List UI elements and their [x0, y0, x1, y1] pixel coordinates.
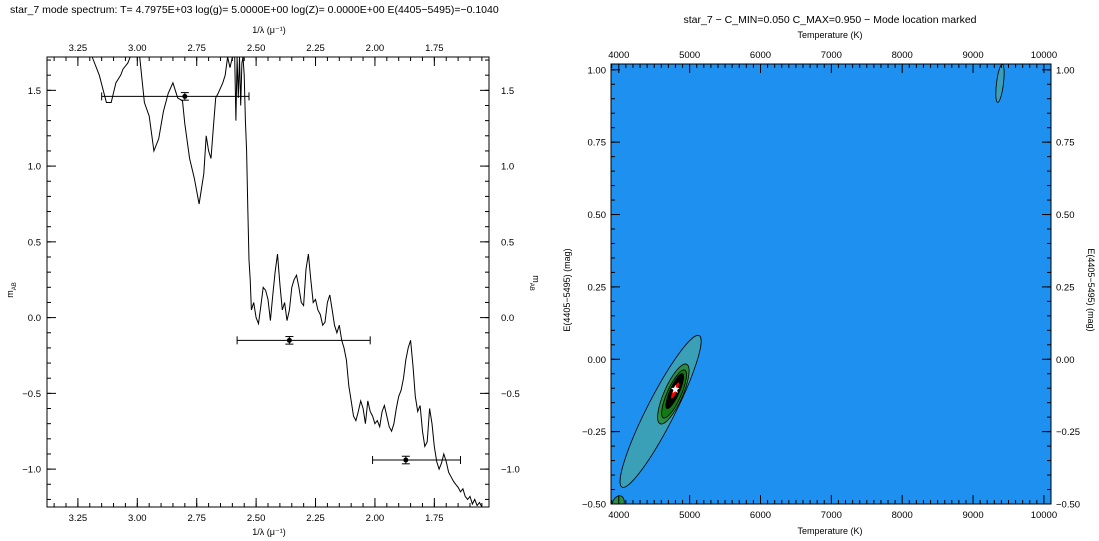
y-tick-label-left: 1.00: [588, 65, 607, 76]
x-tick-label-bottom: 3.25: [69, 513, 88, 524]
spectrum-chart: star_7 mode spectrum: T= 4.7975E+03 log(…: [5, 4, 541, 537]
y-tick-label-right: 0.0: [501, 313, 514, 324]
spectrum-series: [91, 56, 483, 508]
x-tick-label-bottom: 7000: [821, 510, 842, 521]
y-axis-label-left-text: E(4405−5495) (mag): [562, 248, 572, 331]
y-tick-label-left: 0.50: [588, 210, 607, 221]
data-point: [182, 93, 188, 99]
x-tick-label-bottom: 3.00: [128, 513, 147, 524]
y-tick-label-right: 0.5: [501, 237, 514, 248]
contour-level-2: [611, 495, 625, 504]
y-tick-label-right: −0.5: [501, 389, 520, 400]
x-tick-label-top: 3.00: [128, 43, 147, 54]
y-tick-label-left: −1.0: [22, 465, 41, 476]
y-tick-label-right: 0.75: [1056, 138, 1075, 149]
y-tick-label-left: 0.75: [588, 138, 607, 149]
y-tick-labels-left: −0.50 −0.25 0.00 0.25 0.50 0.75 1.00: [582, 65, 606, 510]
photometry-point: [236, 336, 371, 345]
y-tick-label-left: 0.0: [28, 313, 41, 324]
y-axis-label-right-text: E(4405−5495) (mag): [1086, 248, 1096, 331]
y-axis-label-right: E(4405−5495) (mag): [1086, 248, 1096, 331]
chart-title: star_7 − C_MIN=0.050 C_MAX=0.950 − Mode …: [684, 14, 977, 26]
x-axis-label-top: Temperature (K): [797, 30, 862, 40]
svg-text:mAB: mAB: [528, 275, 541, 291]
x-tick-label-top: 7000: [821, 50, 842, 61]
x-tick-label-bottom: 10000: [1031, 510, 1057, 521]
y-tick-label-right: 0.50: [1056, 210, 1075, 221]
x-tick-label-top: 5000: [679, 50, 700, 61]
y-axis-label-left-sub: AB: [12, 282, 18, 290]
y-axis-label-left-main: m: [5, 290, 15, 298]
data-point: [286, 337, 292, 343]
x-tick-label-top: 1.75: [425, 43, 444, 54]
x-tick-label-top: 10000: [1031, 50, 1057, 61]
plot-frame: [610, 63, 1052, 505]
x-tick-label-top: 2.25: [306, 43, 325, 54]
tick-marks: [47, 57, 489, 507]
x-tick-label-bottom: 8000: [892, 510, 913, 521]
y-tick-labels-left: −1.0 −0.5 0.0 0.5 1.0 1.5: [22, 86, 41, 476]
x-tick-label-bottom: 2.50: [247, 513, 266, 524]
y-tick-label-left: 0.5: [28, 237, 41, 248]
x-tick-label-bottom: 6000: [750, 510, 771, 521]
y-tick-label-right: 1.00: [1056, 65, 1075, 76]
y-tick-label-right: 1.5: [501, 86, 514, 97]
spectrum-line: [91, 56, 483, 508]
y-axis-label-right-main: m: [531, 275, 541, 283]
x-tick-labels-bottom: 4000 5000 6000 7000 8000 9000 10000: [608, 510, 1057, 521]
mode-star-icon: [671, 384, 680, 393]
x-tick-labels-bottom: 3.25 3.00 2.75 2.50 2.25 2.00 1.75: [69, 513, 444, 524]
plot-frame: [46, 56, 490, 508]
y-tick-label-left: −0.5: [22, 389, 41, 400]
x-tick-label-top: 8000: [892, 50, 913, 61]
x-tick-label-bottom: 2.00: [366, 513, 385, 524]
x-tick-label-bottom: 2.25: [306, 513, 325, 524]
chart-title: star_7 mode spectrum: T= 4.7975E+03 log(…: [10, 4, 499, 16]
x-axis-label-bottom: Temperature (K): [797, 526, 862, 536]
y-tick-label-left: 0.00: [588, 355, 607, 366]
x-tick-label-top: 4000: [608, 50, 629, 61]
likelihood-map-chart: star_7 − C_MIN=0.050 C_MAX=0.950 − Mode …: [562, 14, 1096, 536]
photometry-point: [372, 455, 461, 465]
y-axis-label-left: E(4405−5495) (mag): [562, 248, 572, 331]
data-point: [403, 457, 409, 463]
y-tick-label-right: −0.50: [1056, 500, 1080, 511]
y-tick-label-right: 1.0: [501, 162, 514, 173]
y-tick-label-left: −0.25: [582, 427, 606, 438]
y-tick-label-left: 1.5: [28, 86, 41, 97]
x-tick-label-top: 2.00: [366, 43, 385, 54]
y-tick-label-left: 0.25: [588, 282, 607, 293]
y-tick-label-right: 0.25: [1056, 282, 1075, 293]
photometry-points: [101, 92, 461, 465]
x-tick-label-bottom: 2.75: [187, 513, 206, 524]
y-tick-label-right: −1.0: [501, 465, 520, 476]
y-tick-label-right: −0.25: [1056, 427, 1080, 438]
x-axis-label-bottom: 1/λ (μ⁻¹): [252, 527, 285, 537]
x-tick-label-top: 9000: [962, 50, 983, 61]
y-axis-label-left: mAB: [5, 282, 18, 298]
x-tick-label-bottom: 4000: [608, 510, 629, 521]
x-tick-label-top: 3.25: [69, 43, 88, 54]
x-tick-label-top: 2.50: [247, 43, 266, 54]
y-tick-labels-right: −0.50 −0.25 0.00 0.25 0.50 0.75 1.00: [1056, 65, 1080, 510]
photometry-point: [101, 92, 250, 101]
x-axis-label-top: 1/λ (μ⁻¹): [252, 25, 285, 35]
y-axis-label-right: mAB: [528, 275, 541, 291]
x-tick-label-bottom: 9000: [962, 510, 983, 521]
y-tick-label-right: 0.00: [1056, 355, 1075, 366]
y-tick-label-left: 1.0: [28, 162, 41, 173]
y-axis-label-right-sub: AB: [528, 283, 534, 291]
svg-text:mAB: mAB: [5, 282, 18, 298]
map-background: [611, 64, 1051, 504]
y-tick-labels-right: −1.0 −0.5 0.0 0.5 1.0 1.5: [501, 86, 520, 476]
x-tick-label-bottom: 1.75: [425, 513, 444, 524]
x-tick-label-bottom: 5000: [679, 510, 700, 521]
probability-contours: [611, 64, 1005, 504]
x-tick-labels-top: 3.25 3.00 2.75 2.50 2.25 2.00 1.75: [69, 43, 444, 54]
mode-marker: [671, 384, 680, 393]
x-tick-label-top: 6000: [750, 50, 771, 61]
y-tick-label-left: −0.50: [582, 500, 606, 511]
x-tick-labels-top: 4000 5000 6000 7000 8000 9000 10000: [608, 50, 1057, 61]
x-tick-label-top: 2.75: [187, 43, 206, 54]
